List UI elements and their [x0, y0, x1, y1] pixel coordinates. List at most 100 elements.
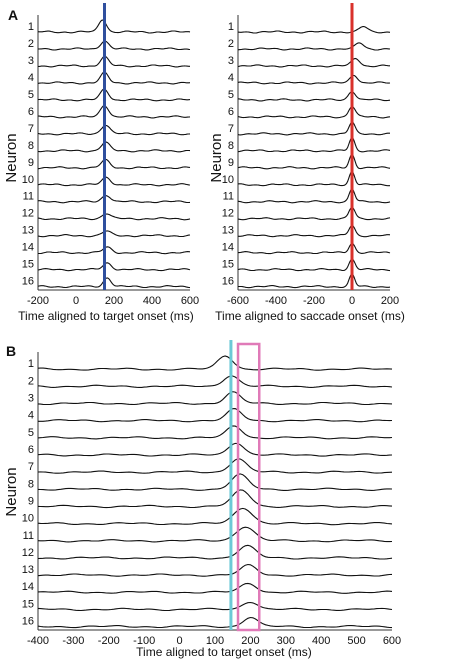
neuron-trace [237, 91, 391, 102]
neuron-label: 7 [28, 123, 34, 135]
neuron-label: 10 [22, 174, 34, 186]
neuron-label: 14 [222, 242, 234, 254]
neuron-trace [237, 273, 391, 289]
neuron-trace [237, 188, 391, 204]
panel-a-saccade-aligned: -600 -400 -200 0 200 12345678910111213141516… [208, 3, 405, 323]
neuron-label: 4 [228, 72, 234, 84]
neuron-label: 2 [228, 38, 234, 50]
neuron-trace [37, 507, 393, 526]
neuron-trace [37, 473, 393, 491]
neuron-label: 8 [228, 140, 234, 152]
neuron-label: 9 [228, 157, 234, 169]
x-tick-label: -200 [303, 295, 325, 307]
neuron-trace [237, 136, 391, 153]
y-axis-label: Neuron [208, 133, 225, 182]
neuron-label: 11 [23, 530, 34, 542]
x-tick-label: 0 [349, 295, 355, 307]
tick-labels: -200 0 200 400 600 [27, 295, 199, 307]
traces [37, 355, 393, 629]
x-tick-label: 0 [177, 635, 183, 647]
neuron-trace [37, 582, 393, 594]
neuron-trace [37, 616, 393, 629]
y-axis-label: Neuron [3, 467, 20, 516]
x-tick-label: -600 [227, 295, 249, 307]
neuron-trace [237, 121, 390, 136]
neuron-trace [37, 213, 191, 221]
neuron-trace [37, 158, 191, 170]
neuron-label: 1 [28, 358, 34, 370]
neuron-trace [38, 408, 393, 423]
neuron-trace [237, 153, 391, 170]
neuron-trace [37, 355, 393, 371]
neuron-trace [237, 57, 390, 68]
x-tick-label: 500 [347, 635, 365, 647]
x-tick-label: 200 [241, 635, 259, 647]
neuron-trace [237, 242, 391, 255]
neuron-label: 12 [222, 208, 234, 220]
neuron-label: 3 [28, 55, 34, 67]
neuron-trace [237, 74, 391, 85]
panel-letter-a: A [8, 7, 18, 23]
neuron-label: 2 [28, 38, 34, 50]
neuron-label: 7 [228, 123, 234, 135]
neuron-trace [37, 71, 191, 85]
neuron-label: 3 [228, 55, 234, 67]
x-tick-label: 400 [143, 295, 161, 307]
neuron-trace [37, 55, 190, 68]
x-tick-label: 600 [181, 295, 199, 307]
neuron-label: 11 [23, 191, 34, 203]
neuron-trace [237, 170, 390, 187]
x-axis-label: Time aligned to target onset (ms) [136, 645, 312, 659]
neuron-trace [37, 141, 191, 153]
x-tick-label: -300 [62, 635, 84, 647]
neuron-label: 6 [228, 106, 234, 118]
neuron-label: 4 [28, 410, 34, 422]
neuron-label: 9 [28, 157, 34, 169]
neuron-label: 8 [28, 140, 34, 152]
x-tick-label: -400 [27, 635, 49, 647]
panel-b-target-aligned: -400 -300 -200 -100 0 100 200 300 400 500 600 1234… [3, 340, 401, 659]
neuron-label: 2 [28, 375, 34, 387]
neuron-label: 7 [28, 461, 34, 473]
neuron-trace [237, 26, 391, 34]
neuron-label: 13 [222, 225, 234, 237]
neuron-trace [38, 246, 191, 255]
neuron-label: 1 [228, 21, 234, 33]
neuron-label: 12 [22, 547, 34, 559]
neuron-label: 9 [28, 495, 34, 507]
neuron-label: 5 [228, 89, 234, 101]
neuron-trace [37, 442, 393, 457]
x-tick-label: -200 [98, 635, 120, 647]
x-tick-label: 600 [383, 635, 401, 647]
x-tick-label: 400 [312, 635, 330, 647]
x-tick-label: -400 [265, 295, 287, 307]
neuron-label: 14 [22, 242, 34, 254]
neuron-trace [237, 258, 391, 272]
neuron-trace [37, 88, 191, 102]
neuron-trace [37, 489, 393, 509]
neuron-trace [37, 544, 393, 560]
neuron-trace [237, 206, 391, 221]
x-tick-label: 100 [206, 635, 224, 647]
neuron-trace [37, 19, 191, 34]
neuron-label: 16 [222, 276, 234, 288]
neuron-label: 15 [22, 259, 34, 271]
x-tick-label: -100 [133, 635, 155, 647]
neuron-trace [37, 563, 393, 577]
neuron-trace [37, 176, 191, 187]
neuron-label: 11 [223, 191, 234, 203]
x-axis-label: Time aligned to target onset (ms) [18, 309, 194, 323]
neuron-trace [237, 224, 391, 238]
neuron-label: 12 [22, 208, 34, 220]
neuron-label: 15 [222, 259, 234, 271]
neuron-label: 6 [28, 444, 34, 456]
neuron-trace [37, 124, 191, 136]
neuron-trace [237, 106, 391, 119]
neuron-trace [237, 42, 391, 51]
neuron-label: 5 [28, 89, 34, 101]
x-tick-label: 300 [277, 635, 295, 647]
x-tick-label: -200 [27, 295, 49, 307]
neuron-trace [37, 195, 191, 204]
